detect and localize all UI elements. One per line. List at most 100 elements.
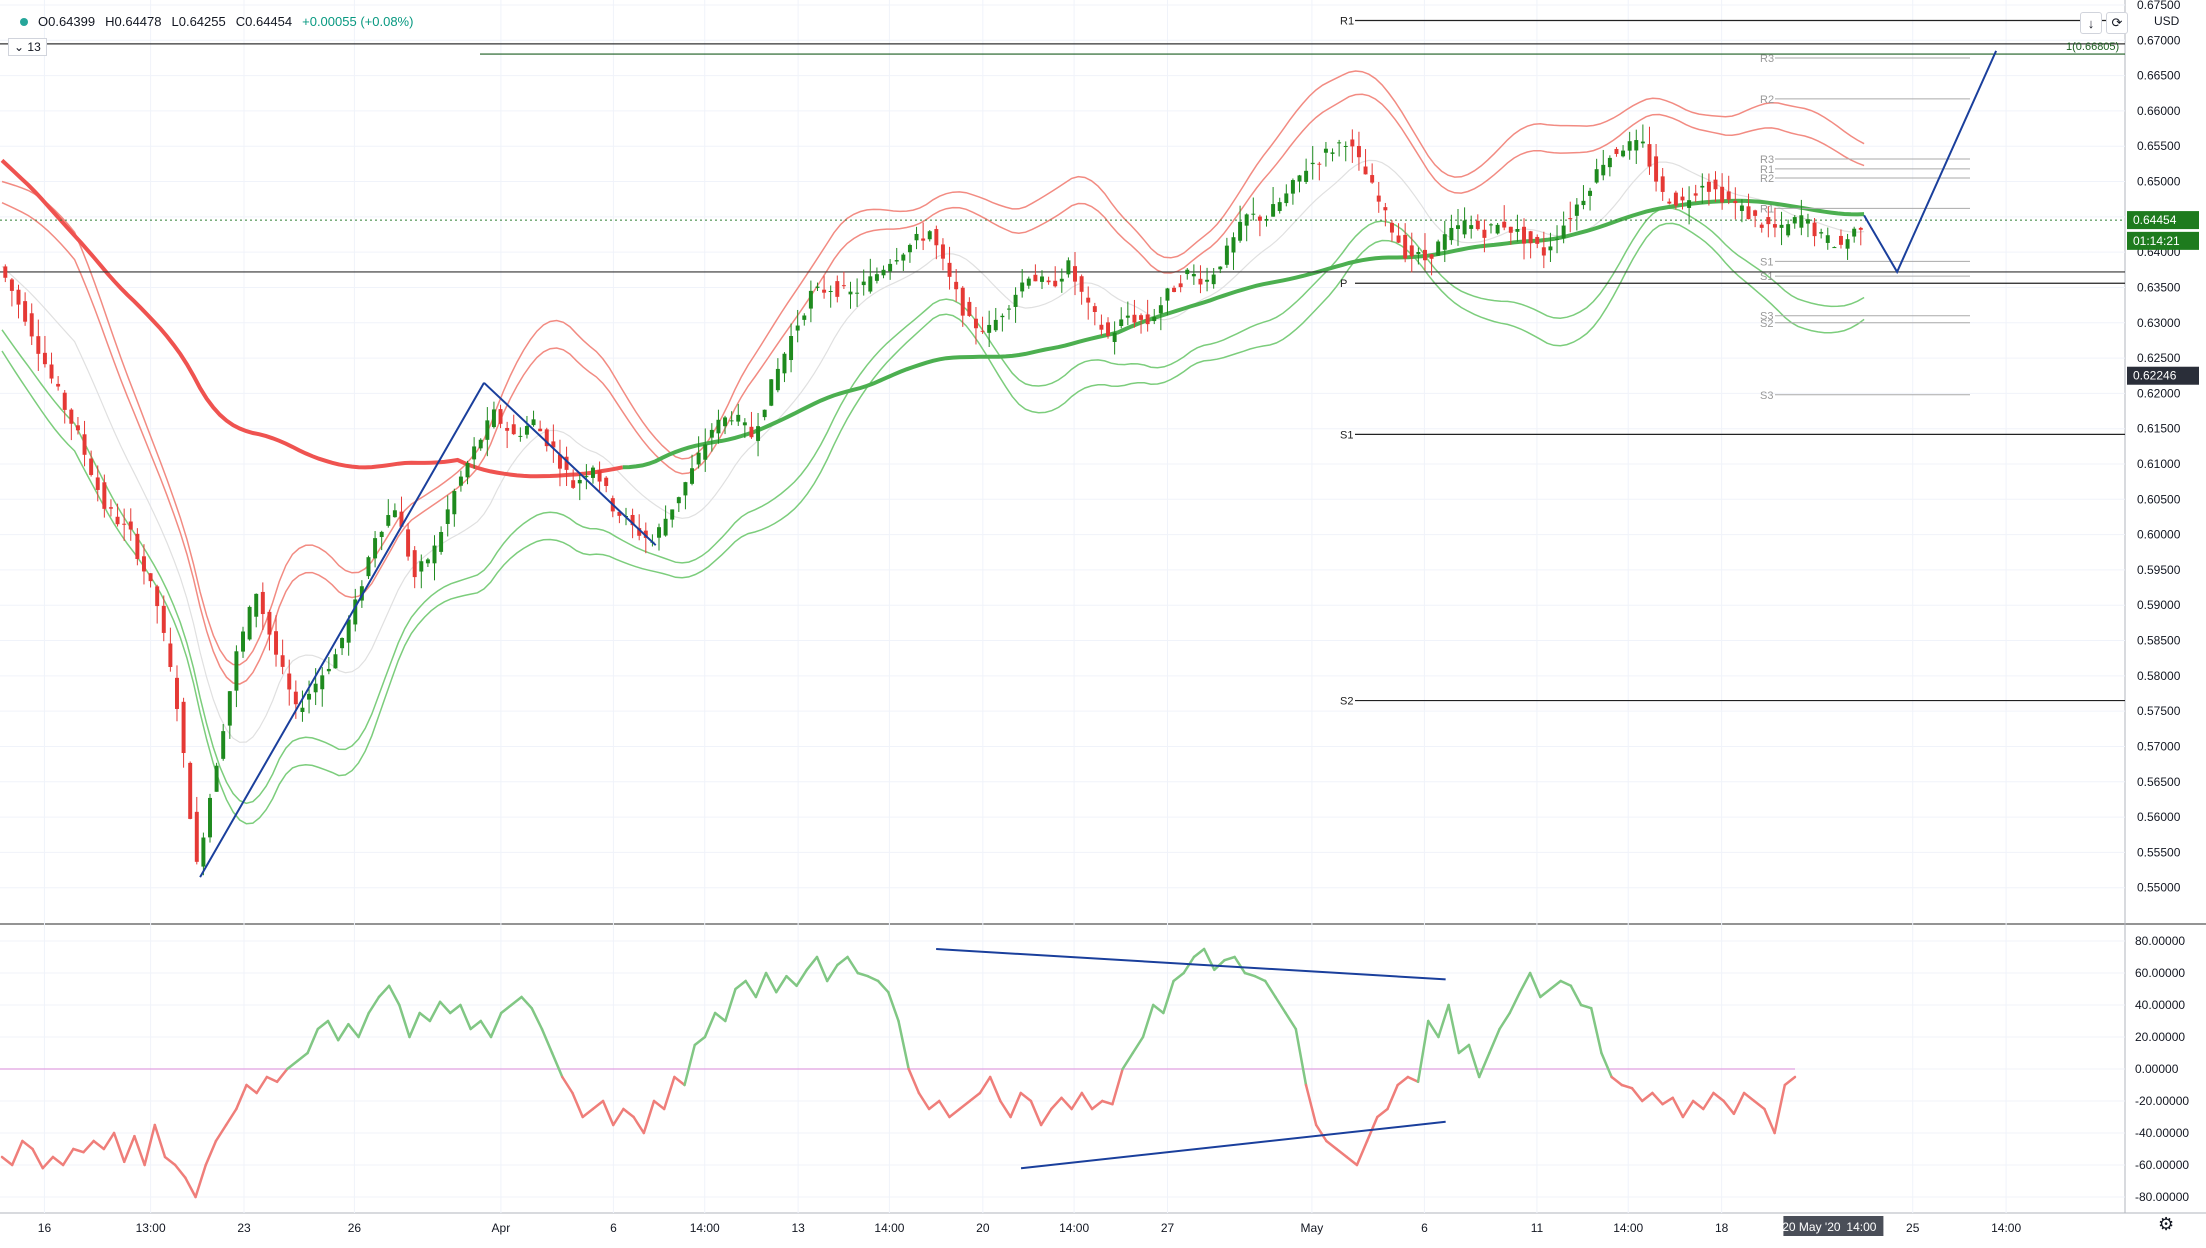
candle-up [1621,150,1626,157]
oscillator-segment [785,974,798,988]
oscillator-segment [489,1011,503,1039]
oscillator-segment [1732,1091,1746,1116]
candle-down [921,238,926,241]
daily-pivot-label: R2 [1760,173,1774,185]
candle-up [366,557,371,577]
candle-up [888,263,893,272]
fib-level-label: 1(0.66805) [2066,41,2119,53]
candle-down [940,244,945,259]
download-button[interactable]: ↓ [2080,12,2102,34]
symbol-status-icon [20,17,28,26]
oscillator-segment [1101,1099,1114,1106]
candle-up [254,593,259,617]
oscillator-pane [0,947,1797,1199]
oscillator-tick-label: -60.00000 [2135,1158,2189,1172]
candle-down [1706,181,1711,192]
oscillator-segment [347,1022,360,1039]
candle-up [340,637,345,649]
daily-pivot-label: R3 [1760,154,1774,166]
candle-up [1271,204,1276,217]
time-tick-label: 6 [1421,1221,1428,1235]
oscillator-segment [21,1139,34,1151]
oscillator-segment [1274,995,1287,1015]
candle-down [1132,314,1137,323]
oscillator-segment [377,984,391,999]
candle-down [122,523,127,525]
candle-down [1422,249,1427,261]
candle-down [3,266,8,278]
oscillator-segment [357,1011,370,1039]
candle-down [1838,235,1843,245]
oscillator-segment [1345,1155,1359,1167]
candle-up [782,353,787,374]
candle-up [1310,162,1315,165]
candle-up [1264,218,1269,221]
long-ma-green [622,198,1865,470]
candle-up [208,797,212,838]
oscillator-segment [1661,1096,1674,1106]
oscillator-segment [418,1011,432,1023]
oscillator-segment [1121,1051,1135,1071]
oscillator-segment [1223,955,1236,962]
settings-button[interactable]: ⚙ [2158,1214,2174,1235]
candle-down [135,533,140,559]
time-tick-label: 16 [38,1221,52,1235]
oscillator-segment [479,1019,493,1039]
candle-up [1588,190,1593,196]
oscillator-segment [652,1099,666,1111]
candle-down [934,229,939,246]
candle-down [1733,200,1738,204]
candle-down [82,434,87,455]
candle-down [1673,192,1678,206]
oscillator-segment [1702,1091,1715,1111]
refresh-button[interactable]: ⟳ [2106,12,2128,34]
candle-down [1198,278,1203,285]
candle-down [1858,227,1863,230]
oscillator-segment [1630,1086,1644,1103]
candle-down [267,611,272,635]
candle-down [62,392,67,410]
indicator-collapse-button[interactable]: ⌄ 13 [8,38,47,56]
oscillator-segment [194,1163,207,1199]
candle-up [1152,316,1157,322]
price-tick-label: 0.63000 [2137,316,2181,330]
candle-up [1277,202,1282,211]
candle-up [1634,140,1639,151]
oscillator-segment [0,1155,14,1167]
candle-down [571,480,576,488]
oscillator-segment [693,1035,707,1047]
oscillator-segment [51,1155,65,1167]
oscillator-segment [1416,1019,1430,1084]
candle-down [280,655,285,667]
candle-down [36,336,41,354]
candle-up [795,325,800,331]
candle-down [1178,283,1183,288]
candle-down [1647,144,1652,167]
oscillator-tick-label: -40.00000 [2135,1126,2189,1140]
candle-up [868,276,873,292]
oscillator-segment [336,1022,350,1042]
oscillator-segment [112,1131,126,1164]
candle-down [980,330,985,332]
candle-up [1489,224,1493,226]
candle-down [1812,222,1817,237]
time-tick-label: 14:00 [1991,1221,2021,1235]
oscillator-segment [510,995,523,1007]
candle-up [1799,215,1804,228]
candle-down [155,586,160,607]
candle-down [188,762,193,819]
candle-down [835,281,840,297]
candle-up [1006,308,1011,310]
candle-up [359,586,364,601]
candle-down [1475,220,1480,230]
oscillator-segment [235,1083,248,1111]
candle-up [762,409,767,418]
candle-down [1502,221,1507,228]
candle-up [1231,237,1236,253]
candle-down [1350,139,1355,147]
candle-down [406,529,411,557]
candle-up [386,515,391,526]
price-tick-label: 0.67000 [2137,33,2181,47]
candle-down [1092,306,1097,312]
